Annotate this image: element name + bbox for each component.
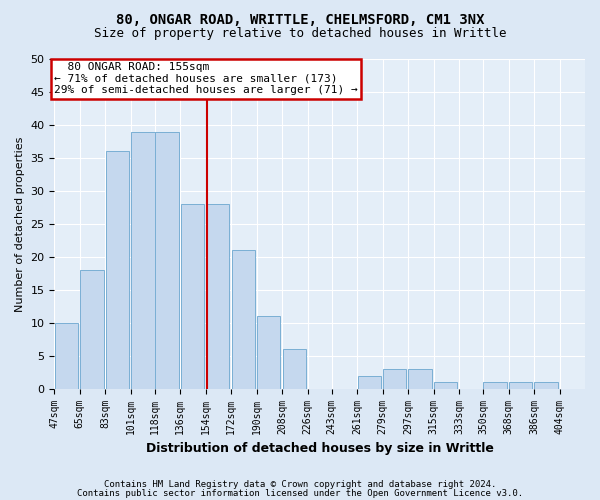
Text: Contains public sector information licensed under the Open Government Licence v3: Contains public sector information licen… — [77, 489, 523, 498]
Text: Contains HM Land Registry data © Crown copyright and database right 2024.: Contains HM Land Registry data © Crown c… — [104, 480, 496, 489]
Bar — [80, 270, 104, 388]
X-axis label: Distribution of detached houses by size in Writtle: Distribution of detached houses by size … — [146, 442, 494, 455]
Bar — [131, 132, 155, 388]
Bar — [257, 316, 280, 388]
Bar — [358, 376, 381, 388]
Bar — [509, 382, 532, 388]
Bar — [283, 349, 306, 389]
Bar — [155, 132, 179, 388]
Bar — [434, 382, 457, 388]
Bar — [206, 204, 229, 388]
Bar — [484, 382, 507, 388]
Text: 80 ONGAR ROAD: 155sqm
← 71% of detached houses are smaller (173)
29% of semi-det: 80 ONGAR ROAD: 155sqm ← 71% of detached … — [55, 62, 358, 96]
Bar — [232, 250, 255, 388]
Text: Size of property relative to detached houses in Writtle: Size of property relative to detached ho… — [94, 28, 506, 40]
Bar — [181, 204, 204, 388]
Y-axis label: Number of detached properties: Number of detached properties — [15, 136, 25, 312]
Bar — [106, 152, 129, 388]
Bar — [383, 369, 406, 388]
Bar — [55, 323, 78, 388]
Text: 80, ONGAR ROAD, WRITTLE, CHELMSFORD, CM1 3NX: 80, ONGAR ROAD, WRITTLE, CHELMSFORD, CM1… — [116, 12, 484, 26]
Bar — [535, 382, 558, 388]
Bar — [409, 369, 432, 388]
